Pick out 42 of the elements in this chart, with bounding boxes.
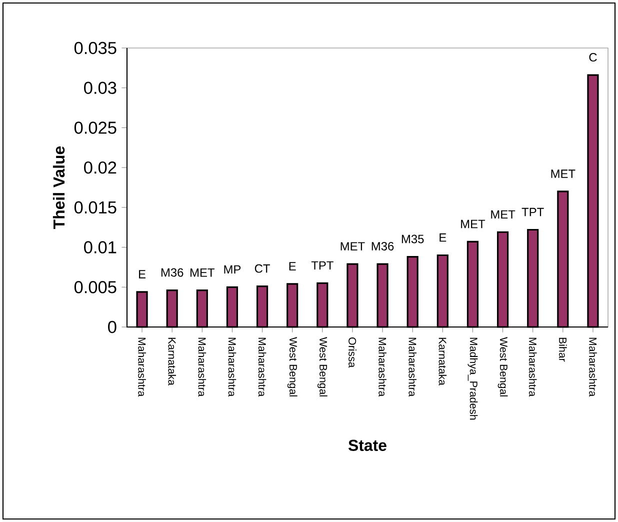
x-tick-label: Maharashtra [258, 338, 266, 397]
x-tick-label: Maharashtra [198, 338, 206, 397]
x-tick-label: Maharashtra [378, 338, 386, 397]
x-tick-label: Maharashtra [408, 338, 417, 397]
x-tick-label: Maharashtra [589, 338, 597, 397]
y-tick-label: 0.035 [74, 42, 116, 54]
data-label: E [289, 262, 296, 270]
data-label: M36 [372, 242, 394, 250]
x-tick-label: Maharashtra [138, 338, 146, 397]
y-tick-label: 0.03 [84, 82, 116, 94]
data-label: MET [190, 268, 214, 277]
x-tick-label: Madhya_Pradesh [468, 338, 478, 420]
y-tick-label: 0.02 [84, 161, 116, 174]
data-label: MET [340, 242, 365, 250]
data-label: MET [461, 220, 486, 228]
data-label: M35 [402, 234, 424, 244]
x-axis-title: State [348, 440, 386, 451]
y-tick-label: 0 [108, 320, 116, 334]
y-tick-label: 0.025 [74, 122, 116, 134]
x-tick-label: Maharashtra [228, 338, 236, 397]
x-tick-label: West Bengal [317, 337, 328, 396]
data-label: C [589, 53, 597, 62]
x-tick-label: Karnataka [168, 338, 176, 386]
data-label: MET [491, 210, 516, 219]
y-tick-label: 0.01 [84, 241, 116, 254]
y-tick-label: 0.015 [74, 201, 116, 214]
y-axis-title: Theil Value [52, 146, 65, 229]
data-label: MET [551, 170, 576, 178]
y-tick-label: 0.005 [74, 281, 116, 294]
data-label: CT [254, 264, 270, 273]
x-tick-label: West Bengal [287, 337, 298, 396]
data-label: MP [224, 265, 241, 274]
data-label: E [139, 270, 146, 278]
data-label: E [440, 233, 446, 242]
x-tick-label: Karnataka [438, 338, 447, 386]
x-tick-label: West Bengal [498, 337, 508, 396]
data-label: TPT [311, 261, 334, 270]
data-label: M36 [161, 268, 184, 277]
x-tick-label: Bihar [559, 338, 567, 362]
x-tick-label: Maharashtra [528, 338, 537, 397]
data-label: TPT [522, 208, 544, 216]
x-tick-label: Orissa [348, 338, 356, 368]
